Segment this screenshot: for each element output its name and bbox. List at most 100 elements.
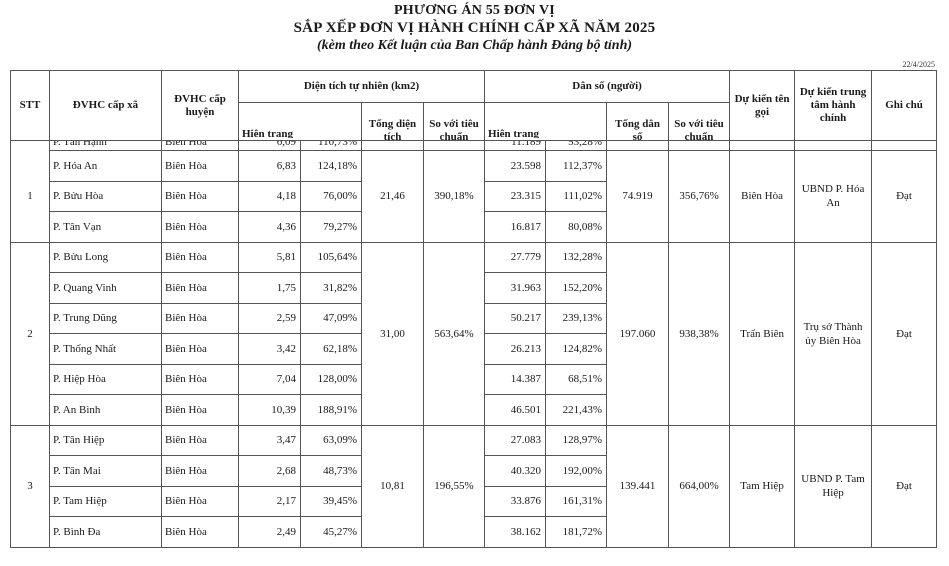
population-percent: 111,02%: [545, 180, 608, 212]
area-percent: 105,64%: [300, 241, 362, 273]
empty-cell: [422, 140, 486, 151]
commune-name: P. Tân Vạn: [49, 211, 162, 243]
area-percent: 124,18%: [300, 150, 362, 182]
population-percent: 80,08%: [545, 211, 608, 243]
population-value: 38.162: [484, 516, 547, 548]
area-value: 7,04: [238, 363, 301, 395]
group-admin-center: UBND P. Tam Hiệp: [794, 424, 873, 548]
population-percent: 128,97%: [545, 424, 608, 456]
group-area-total: 31,00: [361, 241, 424, 426]
commune-name: P. Trung Dũng: [49, 302, 162, 334]
commune-name: P. Bình Đa: [49, 516, 162, 548]
table-row: P. Bình Đa Biên Hòa 2,49 45,27% 38.162 181,72…: [11, 516, 937, 548]
population-value: 26.213: [484, 333, 547, 365]
cell-pop: 11.189: [484, 140, 547, 151]
population-value: 16.817: [484, 211, 547, 243]
group-pop-ratio: 356,76%: [668, 150, 731, 243]
group-new-name: Tam Hiệp: [729, 424, 796, 548]
header-stt: STT: [10, 70, 50, 141]
area-percent: 188,91%: [300, 394, 362, 426]
table-row: P. Trung Dũng Biên Hòa 2,59 47,09% 50.217 239…: [11, 302, 937, 334]
group-new-name: Trấn Biên: [729, 241, 796, 426]
district-name: Biên Hòa: [161, 150, 239, 182]
area-value: 4,36: [238, 211, 301, 243]
group-area-ratio: 563,64%: [422, 241, 486, 426]
area-percent: 76,00%: [300, 180, 362, 212]
group-admin-center: Trụ sở Thành ủy Biên Hòa: [794, 241, 873, 426]
header-new-name: Dự kiến tên gọi: [729, 70, 796, 141]
header-dvhc-xa: ĐVHC cấp xã: [49, 70, 162, 141]
header-pop-total: Tổng dân số: [606, 102, 670, 141]
table-row: 2 P. Bửu Long Biên Hòa 5,81 105,64% 31,00 563,…: [10, 241, 938, 426]
header-area-total: Tổng diện tích: [361, 102, 424, 141]
title-line-3: (kèm theo Kết luận của Ban Chấp hành Đản…: [316, 38, 633, 53]
group-area-total: 21,46: [361, 150, 424, 243]
table-row: P. Tân Vạn Biên Hòa 4,36 79,27% 16.817 80,08%: [11, 211, 937, 243]
table-row: P. Tân Mai Biên Hòa 2,68 48,73% 40.320 192,00…: [11, 455, 937, 487]
empty-cell: [729, 140, 796, 151]
header-pop-ratio: So với tiêu chuẩn: [668, 102, 731, 141]
district-name: Biên Hòa: [161, 394, 239, 426]
group-new-name: Biên Hòa: [729, 150, 796, 243]
group-pop-total: 139.441: [606, 424, 670, 548]
table-row: P. Tân Hạnh Biên Hòa 6,09 110,73% 11.189 53,2…: [10, 140, 938, 151]
cell-huyen: Biên Hòa: [161, 140, 239, 151]
cell-area: 6,09: [238, 140, 301, 151]
group-admin-center: UBND P. Hóa An: [794, 150, 873, 243]
title-line-2: SẮP XẾP ĐƠN VỊ HÀNH CHÍNH CẤP XÃ NĂM 202…: [293, 20, 656, 36]
district-name: Biên Hòa: [161, 272, 239, 304]
commune-name: P. An Bình: [49, 394, 162, 426]
area-percent: 63,09%: [300, 424, 362, 456]
header-admin-center: Dự kiến trung tâm hành chính: [794, 70, 873, 141]
commune-name: P. Quang Vinh: [49, 272, 162, 304]
area-percent: 62,18%: [300, 333, 362, 365]
population-value: 27.779: [484, 241, 547, 273]
table-row: P. Tam Hiệp Biên Hòa 2,17 39,45% 33.876 161,3…: [11, 485, 937, 517]
area-percent: 39,45%: [300, 485, 362, 517]
document-date: 22/4/2025: [902, 60, 935, 69]
empty-cell: [871, 140, 938, 151]
group-area-total: 10,81: [361, 424, 424, 548]
table-row: 1 P. Hóa An Biên Hòa 6,83 124,18% 21,46 390,18…: [10, 150, 938, 243]
group-stt: 2: [10, 241, 50, 426]
group-stt: 1: [10, 150, 50, 243]
commune-name: P. Hiệp Hòa: [49, 363, 162, 395]
header-pop-current: Hiện trạng: [484, 102, 608, 141]
population-percent: 239,13%: [545, 302, 608, 334]
cell-pop_pct: 53,28%: [545, 140, 608, 151]
commune-name: P. Thống Nhất: [49, 333, 162, 365]
area-value: 6,83: [238, 150, 301, 182]
area-value: 2,59: [238, 302, 301, 334]
population-value: 23.598: [484, 150, 547, 182]
table-row: P. Thống Nhất Biên Hòa 3,42 62,18% 26.213 124…: [11, 333, 937, 365]
area-value: 10,39: [238, 394, 301, 426]
population-percent: 192,00%: [545, 455, 608, 487]
commune-name: P. Tam Hiệp: [49, 485, 162, 517]
area-percent: 79,27%: [300, 211, 362, 243]
area-value: 2,68: [238, 455, 301, 487]
title-line-1: PHƯƠNG ÁN 55 ĐƠN VỊ: [394, 3, 555, 18]
empty-cell: [794, 140, 873, 151]
group-note: Đạt: [871, 241, 938, 426]
stt-cell: [10, 140, 50, 151]
district-name: Biên Hòa: [161, 302, 239, 334]
table-row: P. Quang Vinh Biên Hòa 1,75 31,82% 31.963 152…: [11, 272, 937, 304]
district-name: Biên Hòa: [161, 363, 239, 395]
commune-name: P. Bửu Hòa: [49, 180, 162, 212]
header-area-current: Hiện trạng: [238, 102, 362, 141]
group-note: Đạt: [871, 150, 938, 243]
group-area-ratio: 390,18%: [422, 150, 486, 243]
commune-merger-table: STT ĐVHC cấp xã ĐVHC cấp huyện Diện tích…: [10, 70, 938, 548]
district-name: Biên Hòa: [161, 424, 239, 456]
table-row: P. Bửu Hòa Biên Hòa 4,18 76,00% 23.315 111,02…: [11, 180, 937, 212]
group-stt: 3: [10, 424, 50, 548]
area-value: 3,47: [238, 424, 301, 456]
cell-xa: P. Tân Hạnh: [49, 140, 162, 151]
population-percent: 132,28%: [545, 241, 608, 273]
empty-cell: [668, 140, 731, 151]
population-value: 14.387: [484, 363, 547, 395]
header-note: Ghi chú: [871, 70, 938, 141]
population-value: 40.320: [484, 455, 547, 487]
empty-cell: [361, 140, 424, 151]
area-value: 4,18: [238, 180, 301, 212]
